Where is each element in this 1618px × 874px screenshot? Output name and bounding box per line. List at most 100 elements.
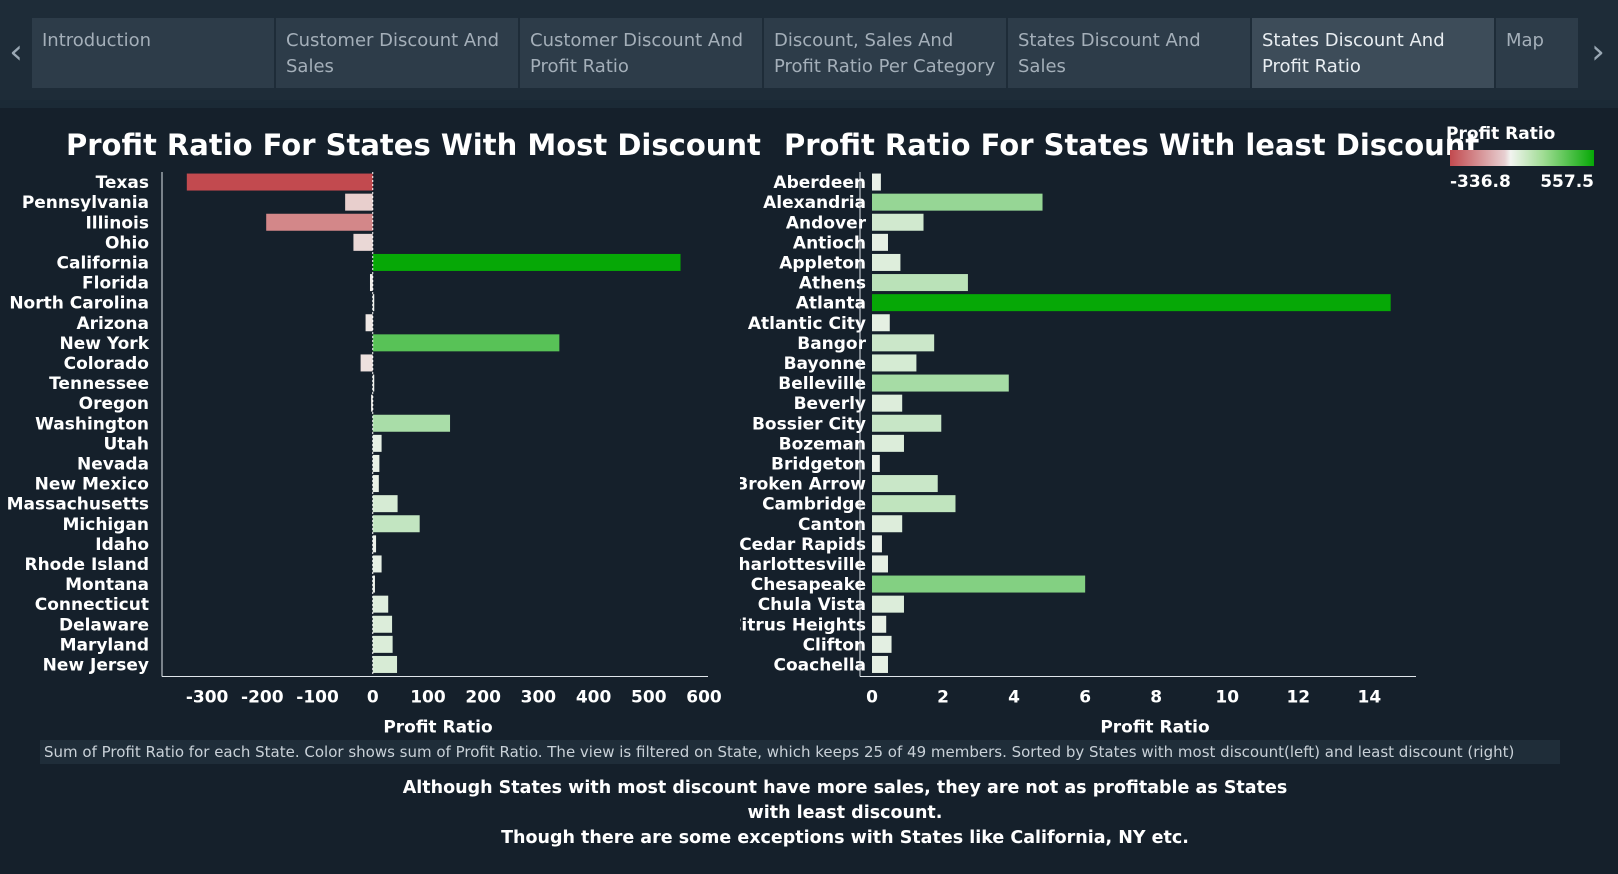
legend-max-label: 557.5	[1540, 172, 1594, 192]
bar[interactable]	[372, 595, 389, 613]
category-label: Texas	[96, 173, 149, 193]
category-label: Pennsylvania	[22, 193, 149, 213]
tab-introduction[interactable]: Introduction	[32, 18, 274, 88]
bar[interactable]	[872, 475, 938, 493]
bar[interactable]	[372, 575, 375, 593]
bar[interactable]	[872, 233, 888, 251]
category-label: Ohio	[105, 233, 149, 253]
bar[interactable]	[872, 354, 917, 372]
bar[interactable]	[372, 434, 382, 452]
tab-customer-discount-and-profit-ratio[interactable]: Customer Discount And Profit Ratio	[520, 18, 762, 88]
bar[interactable]	[353, 233, 373, 251]
bar[interactable]	[872, 575, 1086, 593]
bar[interactable]	[872, 454, 880, 472]
x-tick-label: 300	[521, 688, 557, 708]
category-label: New Jersey	[43, 655, 149, 675]
category-label: North Carolina	[9, 294, 149, 314]
bar[interactable]	[372, 253, 681, 271]
category-label: Clifton	[803, 635, 866, 655]
right-chart-title: Profit Ratio For States With least Disco…	[784, 128, 1480, 162]
bar[interactable]	[372, 475, 379, 493]
x-tick-label: 6	[1079, 688, 1091, 708]
bar[interactable]	[872, 213, 924, 231]
category-label: Bayonne	[784, 354, 866, 374]
bar[interactable]	[372, 334, 560, 352]
category-label: Colorado	[64, 354, 149, 374]
bar[interactable]	[872, 515, 903, 533]
bar[interactable]	[372, 535, 377, 553]
category-label: California	[57, 253, 149, 273]
x-tick-label: -200	[241, 688, 284, 708]
tab-map[interactable]: Map	[1496, 18, 1578, 88]
category-label: Delaware	[59, 615, 149, 635]
bar[interactable]	[872, 394, 903, 412]
bar[interactable]	[360, 354, 373, 372]
tab-discount-sales-profit-ratio-per-category[interactable]: Discount, Sales And Profit Ratio Per Cat…	[764, 18, 1006, 88]
bar[interactable]	[372, 655, 398, 673]
x-tick-label: 2	[937, 688, 949, 708]
bar[interactable]	[872, 274, 968, 292]
category-label: Massachusetts	[7, 495, 149, 515]
category-label: Utah	[103, 434, 149, 454]
tab-customer-discount-and-sales[interactable]: Customer Discount And Sales	[276, 18, 518, 88]
chevron-right-icon[interactable]: ›	[1591, 32, 1605, 72]
bar[interactable]	[872, 555, 888, 573]
insight-note: Although States with most discount have …	[0, 776, 1618, 851]
category-label: Atlanta	[796, 294, 866, 314]
x-axis-label: Profit Ratio	[1100, 718, 1209, 738]
bar[interactable]	[872, 414, 942, 432]
bar[interactable]	[372, 374, 375, 392]
bar[interactable]	[872, 655, 888, 673]
bar[interactable]	[266, 213, 373, 231]
bar[interactable]	[365, 314, 373, 332]
category-label: Cambridge	[762, 495, 866, 515]
category-label: Bangor	[797, 334, 866, 354]
category-label: Belleville	[778, 374, 866, 394]
bar[interactable]	[872, 595, 904, 613]
category-label: Aberdeen	[773, 173, 866, 193]
category-label: Appleton	[779, 253, 866, 273]
category-label: Charlottesville	[740, 555, 866, 575]
bar[interactable]	[872, 334, 935, 352]
bar[interactable]	[372, 555, 382, 573]
bar[interactable]	[372, 615, 393, 633]
category-label: New York	[60, 334, 150, 354]
insight-note-line-2: with least discount.	[747, 803, 943, 823]
category-label: Bozeman	[779, 434, 866, 454]
category-label: New Mexico	[35, 475, 149, 495]
bar[interactable]	[872, 615, 887, 633]
chevron-left-icon[interactable]: ‹	[9, 32, 23, 72]
category-label: Canton	[798, 515, 866, 535]
bar[interactable]	[872, 635, 892, 653]
category-label: Andover	[786, 213, 867, 233]
tab-states-discount-and-profit-ratio[interactable]: States Discount And Profit Ratio	[1252, 18, 1494, 88]
bar[interactable]	[369, 274, 373, 292]
tab-states-discount-and-sales[interactable]: States Discount And Sales	[1008, 18, 1250, 88]
bar[interactable]	[872, 374, 1009, 392]
x-tick-label: 4	[1008, 688, 1020, 708]
insight-note-line-1: Although States with most discount have …	[402, 778, 1288, 798]
x-tick-label: -300	[186, 688, 229, 708]
category-label: Illinois	[85, 213, 149, 233]
bar[interactable]	[345, 193, 373, 211]
bar[interactable]	[872, 434, 904, 452]
x-tick-label: 500	[631, 688, 667, 708]
bar[interactable]	[371, 394, 373, 412]
bar[interactable]	[372, 635, 393, 653]
bar[interactable]	[872, 294, 1391, 312]
bar[interactable]	[372, 414, 451, 432]
category-label: Rhode Island	[24, 555, 149, 575]
bar[interactable]	[372, 454, 380, 472]
bar[interactable]	[872, 193, 1043, 211]
bar[interactable]	[872, 535, 882, 553]
bar[interactable]	[872, 253, 901, 271]
category-label: Tennessee	[49, 374, 149, 394]
bar[interactable]	[872, 314, 890, 332]
x-axis-label: Profit Ratio	[383, 718, 492, 738]
bar[interactable]	[372, 495, 398, 513]
bar[interactable]	[186, 173, 373, 191]
bar[interactable]	[872, 173, 881, 191]
bar[interactable]	[372, 515, 420, 533]
bar[interactable]	[872, 495, 956, 513]
bar[interactable]	[372, 294, 375, 312]
